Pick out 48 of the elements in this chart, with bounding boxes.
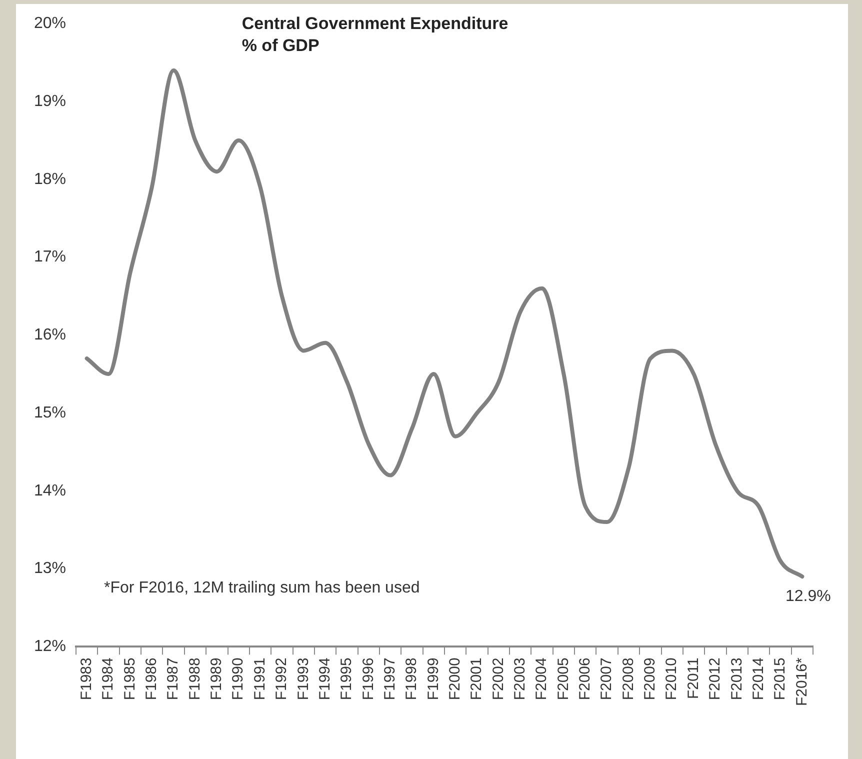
x-tick-label: F1984 — [100, 658, 117, 700]
x-tick-label: F2007 — [598, 658, 616, 700]
annotation: *For F2016, 12M trailing sum has been used — [104, 580, 420, 597]
y-tick-label: 12% — [34, 638, 66, 656]
x-tick-label: F1993 — [294, 658, 312, 700]
x-tick-label: F2006 — [576, 658, 594, 700]
x-tick-label: F2014 — [750, 658, 767, 700]
x-tick-label: F1987 — [164, 658, 182, 700]
x-tick-label: F2009 — [642, 658, 659, 700]
x-tick-label: F2004 — [533, 658, 550, 700]
x-tick-label: F1999 — [424, 658, 442, 700]
x-tick-label: F1986 — [143, 658, 160, 700]
x-tick-label: F2015 — [772, 658, 789, 700]
x-tick-label: F2010 — [663, 658, 680, 700]
x-tick-label: F1994 — [316, 658, 334, 700]
x-tick-label: F2008 — [620, 658, 637, 700]
x-tick-label: F1995 — [338, 658, 356, 700]
x-tick-label: F1996 — [360, 658, 377, 700]
chart-title: Central Government Expenditure — [242, 14, 508, 34]
line-series — [84, 68, 804, 579]
y-tick-label: 18% — [34, 170, 66, 188]
x-tick-label: F2001 — [468, 658, 486, 700]
y-tick-label: 13% — [34, 560, 66, 578]
y-tick-label: 19% — [34, 92, 66, 110]
x-tick-label: F1992 — [273, 658, 290, 700]
y-tick-label: 15% — [34, 404, 66, 422]
annotation: 12.9% — [785, 588, 831, 605]
y-tick-label: 16% — [34, 326, 66, 344]
x-tick-label: F1998 — [403, 658, 420, 700]
x-tick-label: F2003 — [512, 658, 529, 700]
x-tick-label: F1983 — [78, 658, 95, 700]
y-tick-label: 20% — [34, 15, 66, 32]
x-tick-label: F2000 — [446, 658, 464, 700]
x-tick-label: F2013 — [728, 658, 746, 700]
x-tick-label: F2002 — [490, 658, 507, 700]
x-tick-label: F1991 — [251, 658, 268, 700]
x-tick-label: F2011 — [684, 658, 702, 700]
x-tick-label: F1997 — [381, 658, 398, 700]
y-tick-label: 17% — [34, 248, 66, 266]
x-tick-label: F1990 — [230, 658, 247, 700]
text: % of GDP — [242, 36, 320, 56]
x-tick-label: F2012 — [706, 658, 724, 700]
x-tick-label: F1989 — [208, 658, 226, 700]
x-tick-label: F2016* — [793, 657, 810, 706]
y-tick-label: 14% — [34, 482, 66, 500]
x-tick-label: F1988 — [186, 658, 204, 700]
x-tick-label: F2005 — [554, 658, 572, 700]
x-tick-label: F1985 — [121, 658, 138, 700]
